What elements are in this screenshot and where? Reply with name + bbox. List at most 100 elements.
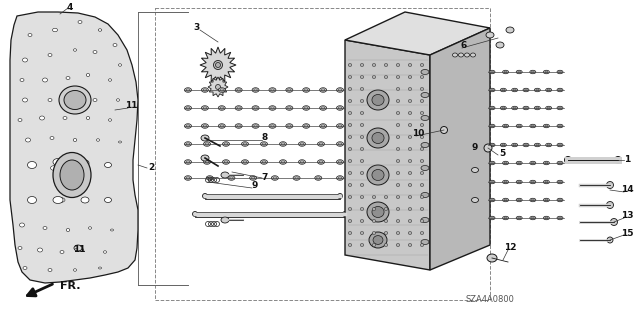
Ellipse shape — [421, 192, 429, 197]
Ellipse shape — [99, 29, 102, 31]
Ellipse shape — [489, 106, 495, 110]
Ellipse shape — [470, 53, 476, 57]
Ellipse shape — [184, 160, 191, 164]
Ellipse shape — [530, 198, 536, 202]
Ellipse shape — [104, 162, 111, 167]
Ellipse shape — [408, 63, 412, 66]
Ellipse shape — [384, 76, 388, 78]
Ellipse shape — [86, 73, 90, 77]
Ellipse shape — [81, 160, 89, 166]
Ellipse shape — [511, 106, 518, 110]
Text: 1: 1 — [624, 154, 630, 164]
Ellipse shape — [60, 250, 64, 254]
Ellipse shape — [372, 219, 376, 222]
Polygon shape — [208, 77, 228, 97]
Ellipse shape — [420, 243, 424, 247]
Ellipse shape — [372, 196, 376, 198]
Ellipse shape — [216, 85, 221, 90]
Ellipse shape — [241, 142, 248, 146]
Ellipse shape — [99, 267, 102, 269]
Ellipse shape — [184, 106, 191, 110]
Ellipse shape — [543, 216, 549, 220]
Ellipse shape — [607, 237, 613, 243]
Ellipse shape — [319, 124, 326, 128]
Ellipse shape — [64, 91, 86, 109]
Ellipse shape — [221, 217, 229, 223]
Ellipse shape — [369, 232, 387, 248]
Ellipse shape — [360, 112, 364, 115]
Ellipse shape — [440, 127, 447, 133]
Ellipse shape — [280, 142, 287, 146]
Ellipse shape — [360, 87, 364, 91]
Ellipse shape — [348, 136, 352, 138]
Ellipse shape — [421, 93, 429, 98]
Ellipse shape — [269, 106, 276, 110]
Ellipse shape — [104, 197, 111, 203]
Polygon shape — [345, 12, 490, 55]
Ellipse shape — [372, 206, 384, 218]
Ellipse shape — [543, 124, 549, 128]
Ellipse shape — [86, 116, 90, 120]
Ellipse shape — [228, 176, 235, 180]
Ellipse shape — [484, 144, 492, 152]
Ellipse shape — [607, 182, 614, 189]
Ellipse shape — [489, 198, 495, 202]
Ellipse shape — [408, 136, 412, 138]
Ellipse shape — [286, 124, 293, 128]
Ellipse shape — [303, 124, 310, 128]
Ellipse shape — [420, 100, 424, 102]
Ellipse shape — [420, 63, 424, 66]
Ellipse shape — [250, 176, 257, 180]
Ellipse shape — [452, 53, 458, 57]
Ellipse shape — [317, 160, 324, 164]
Ellipse shape — [360, 100, 364, 102]
Text: 3: 3 — [194, 24, 200, 33]
Ellipse shape — [223, 160, 230, 164]
Ellipse shape — [348, 172, 352, 174]
Ellipse shape — [502, 161, 509, 165]
Ellipse shape — [360, 160, 364, 162]
Ellipse shape — [109, 79, 111, 81]
Bar — [155, 8, 490, 300]
Ellipse shape — [367, 202, 389, 222]
Ellipse shape — [38, 248, 42, 252]
Ellipse shape — [48, 99, 52, 101]
Ellipse shape — [360, 123, 364, 127]
Ellipse shape — [81, 197, 89, 203]
Ellipse shape — [360, 243, 364, 247]
Ellipse shape — [408, 232, 412, 234]
Ellipse shape — [53, 152, 91, 197]
Ellipse shape — [516, 124, 522, 128]
Ellipse shape — [252, 88, 259, 92]
Ellipse shape — [303, 106, 310, 110]
Ellipse shape — [360, 172, 364, 174]
Ellipse shape — [420, 160, 424, 162]
Ellipse shape — [557, 106, 563, 110]
Text: 11: 11 — [73, 244, 85, 254]
Text: 9: 9 — [252, 182, 258, 190]
Ellipse shape — [557, 88, 563, 92]
Ellipse shape — [543, 180, 549, 184]
Ellipse shape — [70, 97, 74, 100]
Ellipse shape — [348, 160, 352, 162]
Ellipse shape — [408, 87, 412, 91]
Ellipse shape — [26, 138, 31, 142]
Ellipse shape — [67, 228, 70, 232]
Ellipse shape — [500, 106, 506, 110]
Ellipse shape — [348, 219, 352, 222]
Ellipse shape — [360, 136, 364, 138]
Text: SZA4A0800: SZA4A0800 — [465, 295, 515, 305]
Ellipse shape — [337, 176, 344, 180]
Ellipse shape — [502, 180, 509, 184]
Ellipse shape — [396, 172, 400, 174]
Ellipse shape — [372, 76, 376, 78]
Ellipse shape — [420, 172, 424, 174]
Ellipse shape — [489, 180, 495, 184]
Ellipse shape — [396, 160, 400, 162]
Ellipse shape — [420, 147, 424, 151]
Ellipse shape — [53, 197, 63, 204]
Ellipse shape — [348, 196, 352, 198]
Polygon shape — [345, 40, 430, 270]
Polygon shape — [205, 194, 340, 198]
Ellipse shape — [360, 219, 364, 222]
